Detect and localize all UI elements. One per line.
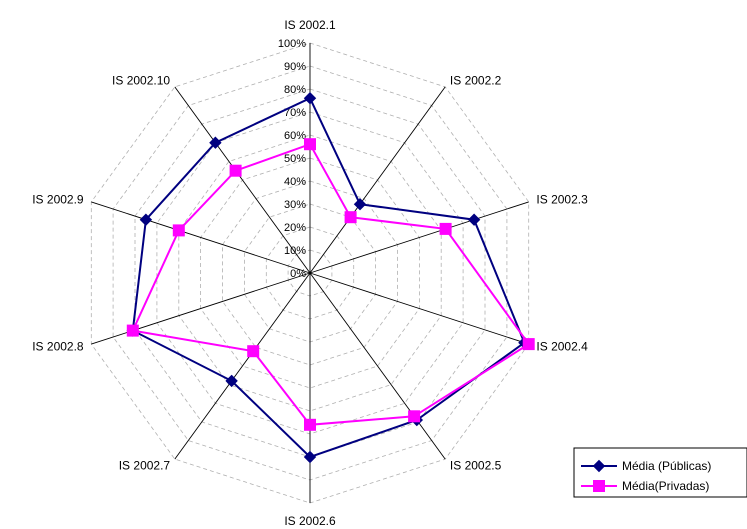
grid-ring — [222, 180, 398, 366]
data-point — [344, 211, 357, 224]
data-point — [303, 91, 317, 105]
axis-spoke — [309, 272, 529, 345]
data-point — [172, 224, 185, 237]
tick-label: 20% — [284, 222, 306, 234]
data-point — [229, 164, 242, 177]
category-label: IS 2002.6 — [284, 514, 336, 528]
category-labels: IS 2002.1 IS 2002.2 IS 2002.3 IS 2002.4 IS 2… — [32, 18, 588, 528]
tick-label: 50% — [284, 153, 306, 165]
tick-label: 10% — [284, 245, 306, 257]
data-point — [247, 345, 260, 358]
legend-item: Média(Privadas) — [581, 479, 709, 493]
tick-label: 30% — [284, 199, 306, 211]
category-label: IS 2002.3 — [536, 193, 588, 207]
data-point — [303, 450, 317, 464]
axis-spoke — [174, 272, 311, 460]
legend-marker — [592, 459, 606, 473]
data-point — [408, 410, 421, 423]
legend-item: Média (Públicas) — [581, 459, 711, 473]
axis-spoke — [309, 86, 446, 274]
data-point — [139, 213, 153, 226]
data-point — [439, 222, 452, 235]
grid-ring — [178, 134, 442, 412]
axis-spoke — [309, 201, 529, 274]
tick-label: 90% — [284, 61, 306, 73]
tick-label: 100% — [278, 38, 306, 50]
axis-spoke — [174, 86, 311, 274]
data-point — [304, 418, 316, 431]
category-label: IS 2002.7 — [119, 459, 171, 473]
tick-label: 0% — [290, 268, 306, 280]
category-label: IS 2002.5 — [450, 459, 502, 473]
category-label: IS 2002.10 — [112, 74, 170, 88]
legend-marker — [593, 480, 605, 492]
category-label: IS 2002.8 — [32, 340, 84, 354]
category-label: IS 2002.2 — [450, 74, 502, 88]
legend-label: Média (Públicas) — [622, 459, 711, 473]
series-2 — [126, 138, 535, 431]
data-point — [304, 138, 316, 151]
tick-label: 40% — [284, 176, 306, 188]
category-label: IS 2002.1 — [284, 18, 336, 32]
data-point — [225, 374, 238, 388]
tick-label: 80% — [284, 84, 306, 96]
legend-label: Média(Privadas) — [622, 479, 709, 493]
series-1 — [126, 91, 531, 464]
data-point — [522, 338, 535, 351]
category-label: IS 2002.9 — [32, 193, 84, 207]
axis-spoke — [309, 272, 446, 460]
data-point — [126, 324, 139, 337]
axis-spoke — [91, 272, 311, 345]
legend: Média (Públicas) Média(Privadas) — [573, 447, 747, 498]
series — [126, 91, 535, 464]
data-point — [209, 136, 222, 149]
data-point — [467, 213, 481, 226]
axis-spoke — [91, 201, 311, 274]
tick-labels: 0% 10% 20% 30% 40% 50% 60% 70% 80% 90% 100% — [278, 38, 306, 280]
data-point — [353, 197, 367, 211]
category-label: IS 2002.4 — [536, 340, 588, 354]
tick-label: 60% — [284, 130, 306, 142]
tick-label: 70% — [284, 107, 306, 119]
